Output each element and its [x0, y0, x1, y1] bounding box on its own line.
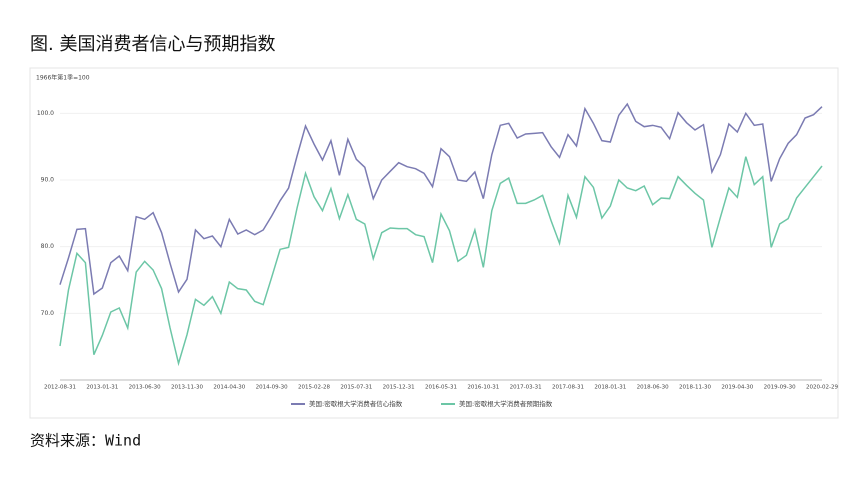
- x-tick-label: 2017-08-31: [552, 385, 584, 391]
- x-tick-label: 2020-02-29: [806, 385, 838, 391]
- x-tick-label: 2017-03-31: [510, 385, 542, 391]
- legend-label: 美国:密歇根大学消费者预期指数: [459, 399, 553, 408]
- x-tick-label: 2013-01-31: [86, 385, 118, 391]
- x-tick-label: 2016-10-31: [467, 385, 499, 391]
- y-axis-label: 1966年第1季=100: [36, 74, 90, 82]
- x-tick-label: 2019-09-30: [764, 385, 796, 391]
- x-tick-label: 2018-11-30: [679, 385, 711, 391]
- x-tick-label: 2015-12-31: [383, 385, 415, 391]
- y-tick-label: 70.0: [41, 310, 55, 317]
- y-tick-label: 80.0: [41, 243, 55, 250]
- legend-label: 美国:密歇根大学消费者信心指数: [309, 399, 403, 408]
- x-tick-label: 2015-07-31: [340, 385, 372, 391]
- source-note: 资料来源：Wind: [30, 432, 141, 450]
- y-tick-label: 100.0: [37, 110, 54, 117]
- x-tick-label: 2014-09-30: [256, 385, 288, 391]
- x-tick-label: 2015-02-28: [298, 385, 330, 391]
- x-tick-label: 2016-05-31: [425, 385, 457, 391]
- y-tick-label: 90.0: [41, 177, 55, 184]
- x-tick-label: 2013-06-30: [129, 385, 161, 391]
- series-line: [59, 156, 823, 367]
- chart-frame: [29, 67, 839, 419]
- x-tick-label: 2018-06-30: [637, 385, 669, 391]
- x-tick-label: 2013-11-30: [171, 385, 203, 391]
- x-tick-label: 2018-01-31: [594, 385, 626, 391]
- x-tick-label: 2012-08-31: [44, 385, 76, 391]
- x-tick-label: 2019-04-30: [721, 385, 753, 391]
- series-line: [59, 102, 823, 296]
- x-tick-label: 2014-04-30: [213, 385, 245, 391]
- page-title: 图. 美国消费者信心与预期指数: [30, 34, 275, 55]
